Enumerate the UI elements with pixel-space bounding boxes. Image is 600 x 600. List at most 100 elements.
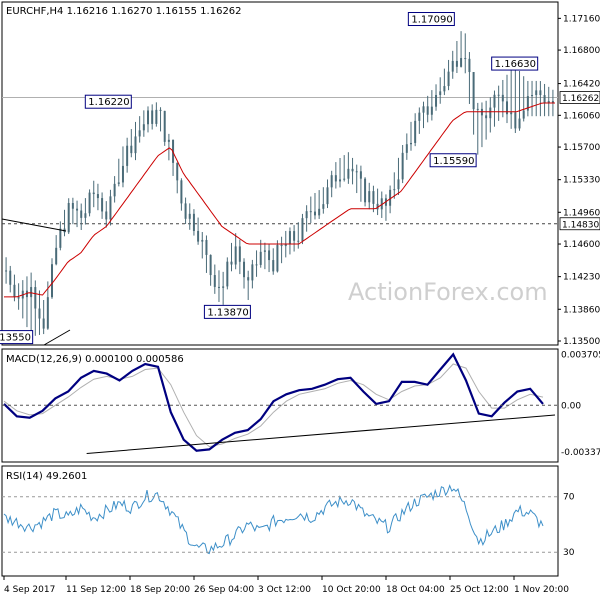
macd-tick-label: 0.00 (561, 401, 581, 411)
candle-body (551, 100, 554, 104)
candle-body (280, 244, 283, 247)
price-tick-label: 1.14230 (563, 273, 600, 283)
candle-body (397, 179, 400, 190)
candle-body (326, 187, 329, 205)
price-tick-label: 1.15700 (563, 143, 600, 153)
candle-body (126, 145, 129, 166)
candle-body (130, 145, 133, 154)
candle-body (309, 211, 312, 213)
candle-body (84, 213, 87, 218)
candle-body (272, 260, 275, 272)
candle-body (67, 202, 70, 233)
candle-body (284, 243, 287, 247)
support-price-box (559, 217, 600, 231)
annotation-box (84, 94, 132, 109)
time-tick-label: 18 Sep 20:00 (130, 585, 190, 595)
time-tick-label: 26 Sep 04:00 (194, 585, 254, 595)
candle-body (439, 91, 442, 96)
candle-body (372, 191, 375, 204)
moving-average-line (4, 102, 555, 298)
candle-body (305, 211, 308, 219)
macd-tick-label: -0.003379 (561, 448, 600, 458)
candle-body (138, 130, 141, 137)
support-price-label: 1.14830 (562, 220, 599, 230)
candle-body (443, 86, 446, 92)
rsi-tick-label: 30 (563, 548, 575, 558)
candle-body (514, 112, 517, 129)
candle-body (147, 110, 150, 125)
candle-body (238, 246, 241, 262)
rsi-panel-frame (1, 465, 559, 577)
annotation-label: 1.13550 (0, 333, 31, 344)
candle-body (151, 110, 154, 124)
candle-body (247, 277, 250, 281)
time-tick-label: 3 Oct 12:00 (258, 585, 311, 595)
price-tick-label: 1.16800 (563, 46, 600, 56)
candle-body (393, 189, 396, 191)
annotation-label: 1.15590 (433, 156, 474, 167)
price-tick-label: 1.14600 (563, 240, 600, 250)
candle-body (180, 180, 183, 204)
macd-axis: 0.003705 0.00 -0.003379 (2, 350, 600, 458)
candle-body (59, 228, 62, 248)
candle-body (121, 165, 124, 183)
candle-body (455, 60, 458, 67)
candle-body (5, 270, 8, 272)
annotation-box (203, 304, 251, 319)
candle-body (46, 297, 49, 329)
price-tick-label: 1.17160 (563, 14, 600, 24)
annotation-box (407, 12, 455, 27)
candle-body (293, 231, 296, 241)
candle-body (34, 287, 37, 309)
candle-body (117, 182, 120, 184)
candle-body (422, 106, 425, 113)
rsi-tick-label: 70 (563, 493, 575, 503)
candle-body (92, 192, 95, 195)
candle-body (230, 261, 233, 265)
rsi-axis: 70 30 (2, 493, 575, 558)
candle-body (42, 318, 45, 329)
rsi-line (3, 484, 544, 555)
candle-body (418, 112, 421, 121)
candle-body (359, 171, 362, 179)
candle-body (163, 110, 166, 142)
candle-body (468, 58, 471, 73)
candle-body (435, 95, 438, 107)
price-tick-label: 1.16060 (563, 111, 600, 121)
time-tick-label: 18 Oct 04:00 (386, 585, 445, 595)
candle-body (493, 94, 496, 108)
current-price-box (559, 91, 600, 104)
support-trendline (43, 329, 71, 346)
candle-body (51, 264, 54, 298)
candle-body (222, 286, 225, 288)
candle-body (301, 218, 304, 242)
candle-body (259, 251, 262, 265)
candle-body (9, 270, 12, 285)
annotation-box (0, 330, 34, 345)
price-tick-label: 1.13500 (563, 337, 600, 347)
candle-body (339, 179, 342, 182)
candle-body (251, 264, 254, 281)
candle-body (343, 178, 346, 180)
price-axis: 1.17160 1.16800 1.16420 1.16060 1.15700 1.153… (558, 14, 600, 347)
candle-body (184, 203, 187, 219)
candle-body (201, 239, 204, 242)
candle-body (518, 118, 521, 129)
time-tick-label: 1 Nov 20:00 (514, 585, 569, 595)
candle-body (318, 208, 321, 216)
candle-body (376, 203, 379, 210)
candle-body (88, 192, 91, 214)
candle-body (76, 208, 79, 211)
candle-body (217, 286, 220, 288)
candle-body (497, 94, 500, 96)
candle-body (355, 171, 358, 173)
candle-body (297, 240, 300, 242)
candle-body (142, 124, 145, 131)
candle-body (71, 202, 74, 209)
candle-body (188, 213, 191, 219)
resistance-trendline (1, 218, 67, 232)
macd-signal-line (3, 363, 544, 448)
price-annotations: 1.17090 1.16630 1.16220 1.15590 1.13870 1.135… (0, 12, 539, 345)
candle-body (405, 144, 408, 153)
